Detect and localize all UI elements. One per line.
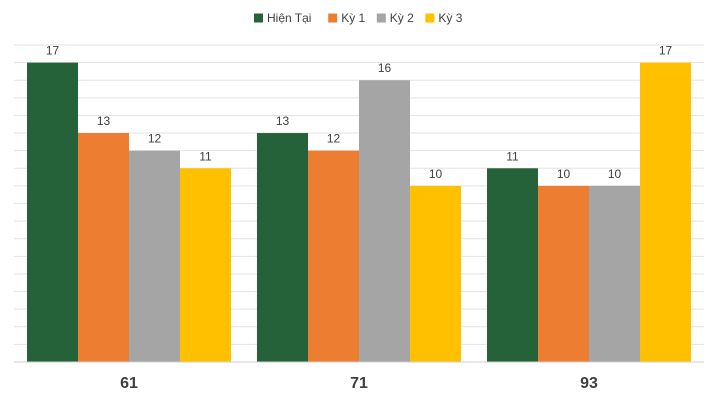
data-label-93-series-2: 10 bbox=[608, 167, 622, 181]
bar-93-series-0 bbox=[487, 168, 538, 362]
x-tick-label: 71 bbox=[350, 375, 368, 392]
legend-label-1: Kỳ 1 bbox=[341, 11, 365, 25]
bar-71-series-3 bbox=[410, 185, 461, 362]
legend-label-0: Hiện Tại bbox=[267, 11, 311, 25]
legend-swatch-3 bbox=[425, 13, 435, 23]
data-label-61-series-0: 17 bbox=[46, 44, 60, 58]
bars bbox=[27, 62, 691, 362]
bar-61-series-3 bbox=[180, 168, 231, 362]
legend-label-3: Kỳ 3 bbox=[438, 11, 462, 25]
bar-93-series-1 bbox=[538, 185, 589, 362]
bar-61-series-0 bbox=[27, 62, 78, 362]
legend-label-2: Kỳ 2 bbox=[390, 11, 414, 25]
legend-swatch-2 bbox=[376, 13, 386, 23]
x-axis-ticks: 61 71 93 bbox=[120, 375, 598, 392]
data-label-71-series-3: 10 bbox=[429, 167, 443, 181]
data-label-71-series-1: 12 bbox=[327, 132, 341, 146]
data-labels: 17 13 12 11 13 12 16 10 11 10 10 17 bbox=[46, 44, 673, 181]
bar-93-series-2 bbox=[589, 185, 640, 362]
bar-93-series-3 bbox=[640, 62, 691, 362]
data-label-61-series-2: 12 bbox=[148, 132, 162, 146]
x-tick-label: 93 bbox=[580, 375, 598, 392]
data-label-93-series-1: 10 bbox=[557, 167, 571, 181]
x-tick-label: 61 bbox=[120, 375, 138, 392]
bar-61-series-1 bbox=[78, 133, 129, 362]
data-label-61-series-1: 13 bbox=[97, 114, 111, 128]
data-label-71-series-2: 16 bbox=[378, 61, 392, 75]
legend-swatch-0 bbox=[254, 13, 263, 23]
data-label-93-series-0: 11 bbox=[506, 149, 519, 163]
bar-71-series-2 bbox=[359, 80, 410, 362]
bar-71-series-1 bbox=[308, 150, 359, 362]
legend: Hiện Tại Kỳ 1 Kỳ 2 Kỳ 3 bbox=[254, 11, 463, 25]
data-label-93-series-3: 17 bbox=[659, 44, 673, 58]
legend-swatch-1 bbox=[328, 13, 338, 23]
bar-71-series-0 bbox=[257, 133, 308, 362]
data-label-61-series-3: 11 bbox=[199, 149, 212, 163]
bar-61-series-2 bbox=[129, 150, 180, 362]
data-label-71-series-0: 13 bbox=[276, 114, 290, 128]
